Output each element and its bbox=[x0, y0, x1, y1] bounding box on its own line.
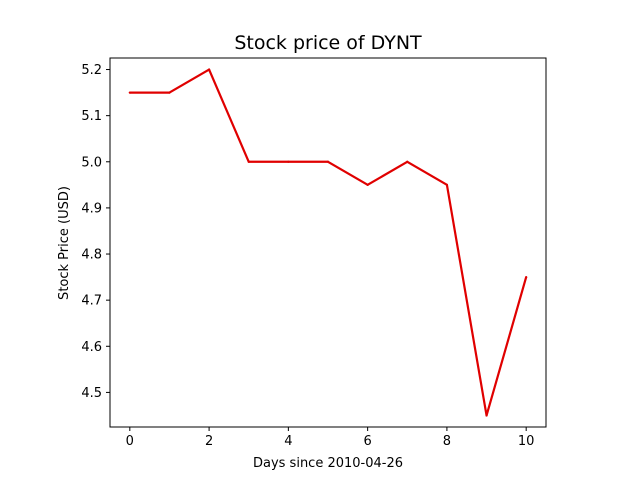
y-tick-label: 4.9 bbox=[81, 201, 102, 216]
x-tick-label: 10 bbox=[518, 434, 535, 449]
y-tick-label: 5.1 bbox=[81, 109, 102, 124]
x-tick-label: 0 bbox=[126, 434, 134, 449]
x-tick-label: 4 bbox=[284, 434, 292, 449]
x-tick-label: 8 bbox=[443, 434, 451, 449]
y-tick-label: 4.6 bbox=[81, 340, 102, 355]
y-tick-label: 4.7 bbox=[81, 294, 102, 309]
data-point bbox=[485, 414, 487, 416]
y-tick-label: 4.8 bbox=[81, 248, 102, 263]
data-point bbox=[129, 91, 131, 93]
y-tick-label: 5.0 bbox=[81, 155, 102, 170]
data-point bbox=[287, 161, 289, 163]
x-tick-label: 6 bbox=[363, 434, 371, 449]
x-axis-label: Days since 2010-04-26 bbox=[253, 456, 403, 471]
chart-title: Stock price of DYNT bbox=[234, 32, 422, 54]
y-axis-label: Stock Price (USD) bbox=[57, 186, 72, 300]
x-tick-label: 2 bbox=[205, 434, 213, 449]
data-point bbox=[168, 91, 170, 93]
data-point bbox=[327, 161, 329, 163]
data-point bbox=[367, 184, 369, 186]
y-tick-label: 5.2 bbox=[81, 63, 102, 78]
data-point bbox=[406, 161, 408, 163]
data-point bbox=[248, 161, 250, 163]
y-tick-label: 4.5 bbox=[81, 386, 102, 401]
data-point bbox=[525, 276, 527, 278]
data-point bbox=[446, 184, 448, 186]
data-point bbox=[208, 68, 210, 70]
